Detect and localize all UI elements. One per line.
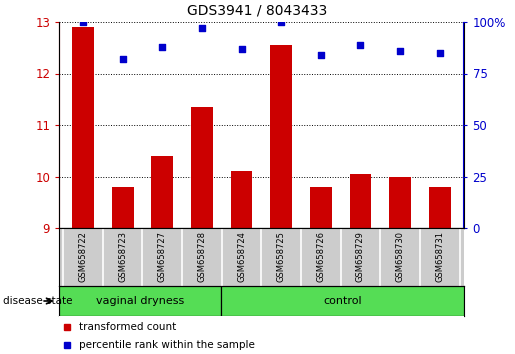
Bar xyxy=(72,27,94,228)
Text: GSM658723: GSM658723 xyxy=(118,231,127,282)
Text: GSM658728: GSM658728 xyxy=(197,231,207,282)
Point xyxy=(356,42,365,47)
Point xyxy=(158,44,166,50)
Bar xyxy=(191,107,213,228)
Bar xyxy=(310,187,332,228)
Text: disease state: disease state xyxy=(3,296,72,306)
Bar xyxy=(151,156,173,228)
Bar xyxy=(389,177,411,228)
Text: GSM658727: GSM658727 xyxy=(158,231,167,282)
Point xyxy=(237,46,246,52)
Bar xyxy=(112,187,133,228)
Text: GDS3941 / 8043433: GDS3941 / 8043433 xyxy=(187,4,328,18)
Text: GSM658726: GSM658726 xyxy=(316,231,325,282)
Bar xyxy=(429,187,451,228)
Text: GSM658724: GSM658724 xyxy=(237,231,246,282)
Point xyxy=(198,25,206,31)
Text: GSM658731: GSM658731 xyxy=(435,231,444,282)
Text: GSM658730: GSM658730 xyxy=(396,231,405,282)
Bar xyxy=(231,171,252,228)
Text: GSM658729: GSM658729 xyxy=(356,231,365,282)
Text: control: control xyxy=(323,296,362,306)
Point xyxy=(436,50,444,56)
Text: transformed count: transformed count xyxy=(79,322,177,332)
Point xyxy=(118,56,127,62)
Bar xyxy=(270,45,292,228)
Bar xyxy=(59,286,221,316)
Point xyxy=(317,52,325,58)
Point xyxy=(277,19,285,25)
Text: GSM658725: GSM658725 xyxy=(277,231,286,282)
Text: percentile rank within the sample: percentile rank within the sample xyxy=(79,339,255,349)
Point xyxy=(396,48,404,54)
Text: GSM658722: GSM658722 xyxy=(78,231,88,282)
Bar xyxy=(221,286,464,316)
Bar xyxy=(350,174,371,228)
Point xyxy=(79,19,87,25)
Text: vaginal dryness: vaginal dryness xyxy=(96,296,184,306)
